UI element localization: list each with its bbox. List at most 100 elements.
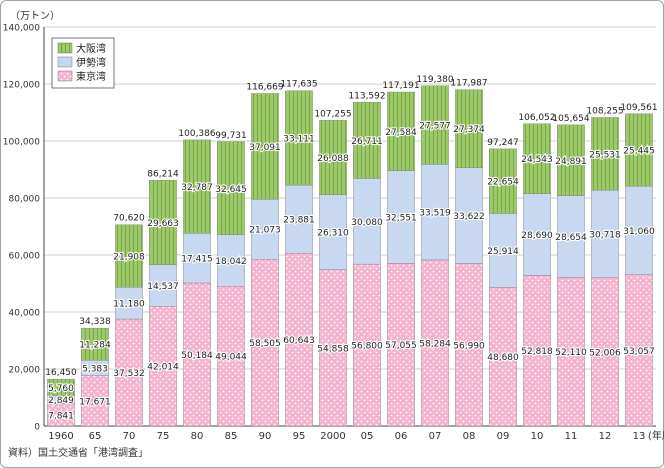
bar-segment-osaka bbox=[251, 93, 279, 200]
x-tick-label: 80 bbox=[191, 431, 204, 442]
data-label: 14,537 bbox=[147, 282, 179, 292]
bar-segment-tokyo bbox=[421, 259, 449, 427]
bar-segment-osaka bbox=[149, 180, 177, 266]
data-label: 17,671 bbox=[79, 397, 111, 407]
data-label: 49,044 bbox=[215, 353, 247, 363]
legend-label-osaka: 大阪湾 bbox=[76, 42, 106, 55]
bar-segment-ise bbox=[149, 264, 177, 307]
bar-segment-tokyo bbox=[387, 263, 415, 427]
data-label: 17,415 bbox=[181, 255, 213, 265]
y-axis-ticks: 0 20,000 40,000 60,000 80,000 100,000 120,000 1… bbox=[3, 24, 40, 433]
bar-segment-osaka bbox=[183, 139, 211, 234]
data-label: 25,445 bbox=[623, 147, 655, 157]
bar-segment-tokyo bbox=[455, 263, 483, 427]
x-tick-label: 05 bbox=[361, 431, 374, 442]
data-label: 52,006 bbox=[589, 348, 621, 358]
data-label: 33,622 bbox=[453, 212, 485, 222]
bar-segment-tokyo bbox=[523, 275, 551, 427]
data-label: 11,284 bbox=[79, 341, 111, 351]
y-tick-label: 80,000 bbox=[9, 195, 41, 205]
bar-segment-ise bbox=[557, 195, 585, 278]
x-tick-label: 13 bbox=[633, 431, 646, 442]
bar-segment-osaka bbox=[47, 378, 75, 396]
bar-segment-osaka bbox=[489, 148, 517, 214]
bar-segment-ise bbox=[353, 178, 381, 265]
legend-label-tokyo: 東京湾 bbox=[76, 70, 106, 83]
x-tick-label: 65 bbox=[89, 431, 102, 442]
data-label: 58,284 bbox=[419, 339, 451, 349]
data-label: 37,091 bbox=[249, 143, 281, 153]
total-label: 16,450 bbox=[45, 368, 77, 378]
y-tick-label: 120,000 bbox=[3, 81, 40, 91]
total-label: 70,620 bbox=[113, 214, 145, 224]
legend: 大阪湾 伊勢湾 東京湾 bbox=[51, 37, 115, 89]
legend-swatch-ise bbox=[57, 56, 73, 68]
x-tick-label: 10 bbox=[531, 431, 544, 442]
bar-segment-tokyo bbox=[625, 274, 653, 427]
bar-segment-tokyo bbox=[217, 286, 245, 427]
segment-labels: 7,841 2,849 5,760 17,671 5,383 11,284 37,532 11… bbox=[47, 120, 656, 422]
bar-segment-tokyo bbox=[285, 252, 313, 427]
data-label: 52,110 bbox=[555, 348, 587, 358]
bar-segment-ise bbox=[625, 186, 653, 275]
bar-segment-ise bbox=[387, 170, 415, 264]
unit-label: （万トン） bbox=[10, 10, 60, 22]
x-tick-label: 07 bbox=[429, 431, 442, 442]
bars bbox=[47, 85, 653, 427]
y-tick-label: 0 bbox=[34, 423, 40, 433]
x-tick-label: 85 bbox=[225, 431, 238, 442]
bar-segment-osaka bbox=[115, 224, 143, 288]
total-label: 119,380 bbox=[416, 75, 453, 85]
data-label: 28,690 bbox=[521, 231, 553, 241]
total-labels: 16,450 34,338 70,620 86,214 100,386 99,731 116… bbox=[45, 75, 657, 378]
data-label: 23,881 bbox=[283, 216, 315, 226]
x-axis-suffix: (年度) bbox=[648, 429, 664, 442]
bar-segment-tokyo bbox=[353, 263, 381, 427]
total-label: 34,338 bbox=[79, 317, 111, 327]
x-tick-label: 12 bbox=[599, 431, 612, 442]
bar-segment-osaka bbox=[625, 113, 653, 187]
bar-segment-osaka bbox=[387, 91, 415, 171]
data-label: 22,654 bbox=[487, 178, 519, 188]
data-label: 27,374 bbox=[453, 125, 485, 135]
data-label: 5,383 bbox=[82, 364, 108, 374]
data-label: 2,849 bbox=[48, 396, 74, 406]
bar-segment-ise bbox=[591, 190, 619, 278]
x-tick-label: 75 bbox=[157, 431, 170, 442]
x-tick-label: 11 bbox=[565, 431, 578, 442]
data-label: 42,014 bbox=[147, 363, 179, 373]
data-label: 5,760 bbox=[48, 384, 74, 394]
bar-segment-tokyo bbox=[319, 269, 347, 427]
data-label: 27,584 bbox=[385, 128, 417, 138]
bar-segment-tokyo bbox=[251, 259, 279, 427]
data-label: 21,908 bbox=[113, 252, 145, 262]
x-axis-ticks: 1960 65 70 75 80 85 90 95 2000 05 06 07 08 09 10 11 12 13 bbox=[48, 431, 645, 442]
total-label: 113,592 bbox=[348, 91, 385, 101]
data-label: 25,531 bbox=[589, 150, 621, 160]
data-label: 54,858 bbox=[317, 344, 349, 354]
total-label: 107,255 bbox=[314, 109, 351, 119]
y-tick-label: 40,000 bbox=[9, 309, 41, 319]
data-label: 30,718 bbox=[589, 231, 621, 241]
total-label: 116,669 bbox=[246, 82, 283, 92]
bar-segment-osaka bbox=[353, 102, 381, 179]
source-note: 資料）国土交通省「港湾調査」 bbox=[8, 448, 148, 459]
x-tick-label: 08 bbox=[463, 431, 476, 442]
bar-segment-osaka bbox=[557, 124, 585, 197]
data-label: 21,073 bbox=[249, 226, 281, 236]
data-label: 58,505 bbox=[249, 339, 281, 349]
data-label: 27,577 bbox=[419, 122, 451, 132]
bar-segment-ise bbox=[285, 184, 313, 254]
bar-segment-ise bbox=[319, 194, 347, 270]
total-label: 97,247 bbox=[487, 138, 519, 148]
y-tick-label: 60,000 bbox=[9, 252, 41, 262]
bar-segment-ise bbox=[183, 233, 211, 284]
bar-segment-osaka bbox=[285, 90, 313, 186]
data-label: 32,551 bbox=[385, 214, 417, 224]
x-tick-label: 95 bbox=[293, 431, 306, 442]
gridlines bbox=[43, 26, 656, 427]
bar-segment-tokyo bbox=[489, 287, 517, 427]
bar-segment-osaka bbox=[523, 123, 551, 194]
data-label: 28,654 bbox=[555, 233, 587, 243]
